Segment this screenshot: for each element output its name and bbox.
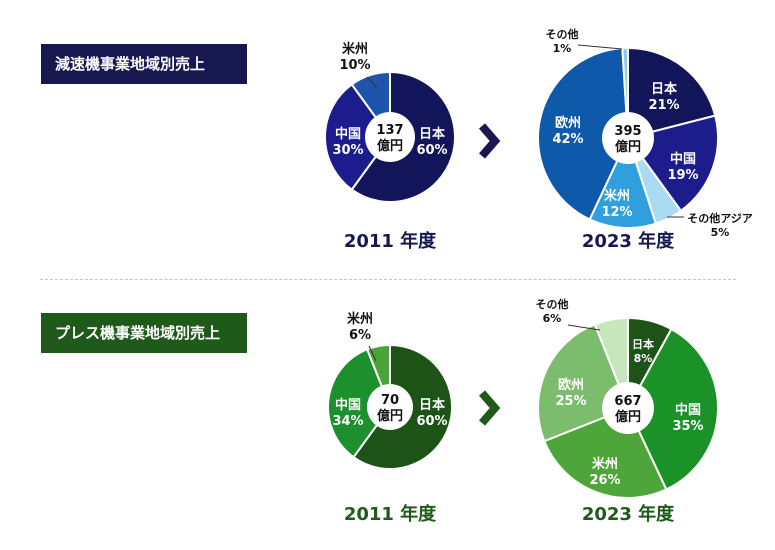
slice-name-label: 米州 [604,188,630,204]
slice-value-label: 35% [672,419,703,434]
pie-center-value: 70 [381,393,399,408]
leader-line [366,76,378,89]
chevron-right-icon [478,123,501,159]
slice-name-label: 日本 [419,126,445,142]
slice-value-label: 60% [416,143,447,158]
slice-name-label: 日本 [632,337,654,351]
slice-value-label: 21% [648,98,679,113]
slice-value-label: 6% [543,312,562,325]
slice-name-label: 中国 [335,126,361,142]
pie-center-unit: 億円 [377,138,403,154]
pie-center-unit: 億円 [377,408,403,424]
leader-line [577,44,623,50]
slice-value-label: 1% [553,42,572,55]
year-label: 2011 年度 [344,230,437,252]
slice-value-label: 8% [634,352,653,365]
slice-name-label: 米州 [342,41,368,57]
pie-center-hole [602,382,654,434]
slice-name-label: 中国 [335,397,361,413]
slice-name-label: 中国 [670,151,696,167]
slice-name-label: 日本 [419,397,445,413]
slice-name-label: 欧州 [555,115,581,131]
slice-name-label: 中国 [675,402,701,418]
slice-name-label: その他 [546,27,579,41]
slice-name-label: その他 [536,297,569,311]
slice-value-label: 34% [332,414,363,429]
pie-slice [588,135,658,229]
slice-name-label: その他アジア [687,211,753,225]
slice-value-label: 12% [601,205,632,220]
pie-center-value: 395 [614,124,641,139]
slice-value-label: 25% [555,394,586,409]
slice-name-label: 日本 [651,81,677,97]
pie-center-hole [367,384,413,430]
leader-line [567,324,601,331]
section-divider [40,279,736,280]
slice-value-label: 10% [339,58,370,73]
slice-value-label: 26% [589,473,620,488]
pie-slice [327,348,392,459]
section-label-press: プレス機事業地域別売上 [41,313,247,353]
pie-slice [324,83,392,191]
slice-value-label: 60% [416,414,447,429]
slice-name-label: 米州 [347,311,373,327]
pie-slice [537,47,630,221]
slice-name-label: 米州 [592,456,618,472]
leader-line [368,345,377,362]
year-label: 2023 年度 [582,503,675,525]
chevron-right-icon [478,390,501,426]
pie-center-unit: 億円 [615,409,641,425]
slice-value-label: 6% [349,328,371,343]
pie-slice [627,46,717,140]
slice-value-label: 30% [332,143,363,158]
year-label: 2023 年度 [582,230,675,252]
slice-value-label: 19% [667,168,698,183]
pie-center-hole [602,112,654,164]
section-label-gear: 減速機事業地域別売上 [41,44,247,84]
pie-center-value: 137 [376,123,403,138]
pie-center-hole [365,112,415,162]
year-label: 2011 年度 [344,503,437,525]
pie-slice [626,327,719,491]
pie-center-unit: 億円 [615,139,641,155]
slice-value-label: 42% [552,132,583,147]
slice-value-label: 5% [711,226,730,239]
pie-center-value: 667 [614,394,641,409]
slice-name-label: 欧州 [558,377,584,393]
